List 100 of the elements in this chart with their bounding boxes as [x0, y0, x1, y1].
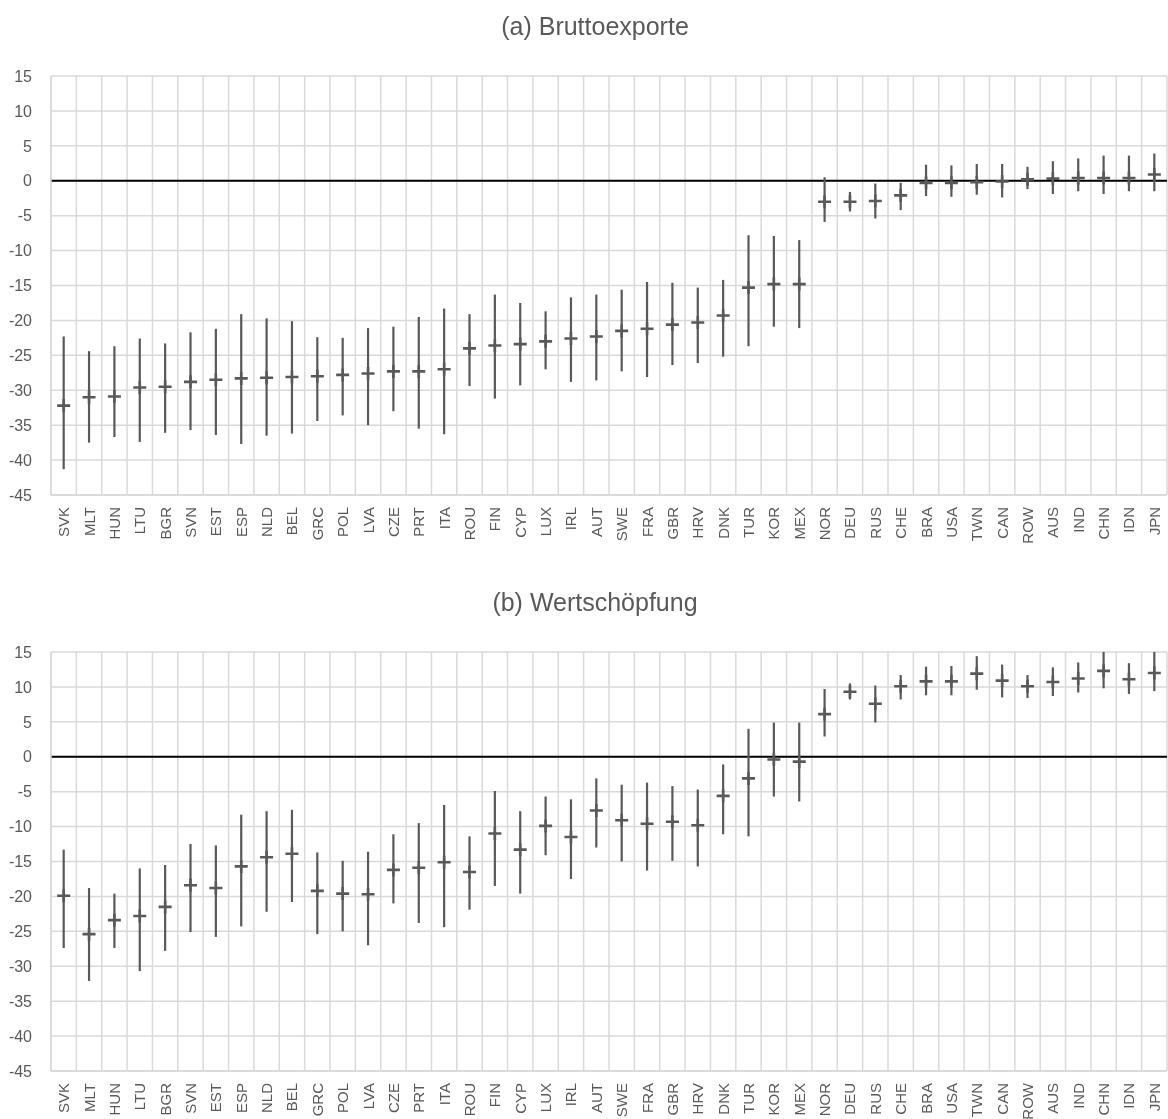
x-tick-label: LTU [131, 1083, 149, 1111]
y-tick-label: -10 [8, 242, 33, 260]
x-tick-label: NOR [816, 1082, 834, 1117]
point [742, 771, 755, 785]
x-tick-label: BGR [156, 1082, 174, 1116]
x-tick-label: ROU [461, 1083, 478, 1117]
y-tick-label: -5 [17, 783, 33, 801]
point [82, 390, 96, 404]
x-tick-label: TWN [968, 1083, 986, 1118]
point [158, 380, 172, 394]
x-tick-label: GRC [308, 1082, 326, 1117]
x-tick-label: CZE [384, 507, 402, 537]
x-tick-label: DEU [841, 507, 859, 539]
point [361, 366, 375, 380]
x-tick-label: CHE [892, 507, 910, 539]
x-tick-label: SWE [613, 1083, 631, 1118]
y-tick-label: 15 [14, 643, 33, 661]
point [894, 188, 908, 202]
point [1147, 666, 1161, 680]
x-tick-label: CHE [892, 1083, 910, 1115]
point [970, 667, 984, 681]
x-tick-label: KOR [765, 506, 783, 540]
point [310, 369, 324, 383]
x-tick-label: PRT [410, 1083, 428, 1113]
point [691, 818, 705, 832]
x-tick-label: SWE [613, 507, 631, 542]
point [386, 863, 400, 877]
x-tick-label: SVN [182, 1083, 199, 1114]
x-tick-label: HRV [689, 507, 707, 539]
x-tick-label: EST [207, 507, 225, 537]
x-tick-label: HRV [689, 1083, 707, 1115]
point [1071, 171, 1085, 185]
x-tick-label: CAN [993, 507, 1011, 539]
x-tick-label: AUT [587, 1083, 605, 1113]
point [463, 865, 476, 879]
x-tick-label: DEU [841, 1083, 859, 1115]
point [539, 334, 553, 348]
y-tick-label: -30 [8, 381, 33, 399]
point [1147, 167, 1161, 181]
point [665, 318, 679, 332]
point [665, 815, 679, 829]
x-tick-label: DNK [714, 507, 732, 539]
y-tick-label: -20 [8, 888, 33, 906]
point [107, 390, 121, 404]
point [412, 861, 426, 875]
point [1071, 672, 1085, 686]
point [1122, 672, 1136, 686]
point [57, 889, 71, 903]
y-tick-label: -15 [8, 853, 33, 871]
point [437, 362, 451, 376]
point [133, 380, 147, 394]
point [843, 195, 857, 209]
point [742, 281, 755, 295]
x-tick-label: CAN [993, 1083, 1011, 1115]
y-tick-label: -40 [8, 451, 33, 469]
x-tick-label: SVK [55, 507, 73, 538]
point [412, 364, 426, 378]
x-tick-label: NOR [816, 506, 834, 541]
point [589, 329, 603, 343]
x-tick-label: LTU [131, 507, 149, 535]
x-tick-label: LVA [359, 507, 377, 534]
x-tick-label: NLD [258, 506, 276, 538]
x-tick-label: POL [334, 1083, 352, 1114]
point [386, 364, 400, 378]
x-tick-label: CYP [511, 1083, 529, 1114]
y-tick-label: -15 [8, 277, 33, 295]
y-tick-label: 5 [23, 713, 33, 731]
x-tick-label: LUX [537, 507, 555, 537]
y-tick-label: 10 [14, 678, 33, 696]
point [767, 753, 781, 767]
point [184, 878, 197, 892]
x-tick-label: MEX [790, 1083, 808, 1116]
x-tick-label: FIN [486, 507, 504, 532]
point [310, 884, 324, 898]
point [792, 277, 806, 291]
x-tick-label: IRL [562, 1083, 580, 1107]
x-tick-label: BEL [283, 507, 301, 536]
y-tick-label: 15 [14, 67, 33, 85]
y-tick-label: 0 [23, 748, 33, 766]
x-tick-label: POL [334, 507, 352, 538]
x-tick-label: HUN [105, 1083, 123, 1116]
x-tick-label: LUX [537, 1083, 555, 1113]
x-tick-label: BEL [283, 1083, 301, 1112]
x-tick-label: GBR [663, 1082, 681, 1116]
x-tick-label: DNK [714, 1083, 732, 1115]
point [970, 175, 984, 189]
point [792, 755, 806, 769]
point [640, 817, 654, 831]
x-tick-label: CHN [1095, 1083, 1113, 1116]
point [1097, 171, 1111, 185]
x-tick-label: IND [1069, 1082, 1087, 1109]
point [488, 339, 502, 353]
y-tick-label: -10 [8, 818, 33, 836]
point [336, 887, 350, 901]
x-tick-label: JPN [1145, 507, 1163, 536]
x-tick-label: ITA [435, 1083, 453, 1106]
x-tick-label: CYP [511, 507, 529, 538]
y-tick-label: -40 [8, 1027, 33, 1045]
point [463, 341, 476, 355]
point [944, 176, 958, 190]
